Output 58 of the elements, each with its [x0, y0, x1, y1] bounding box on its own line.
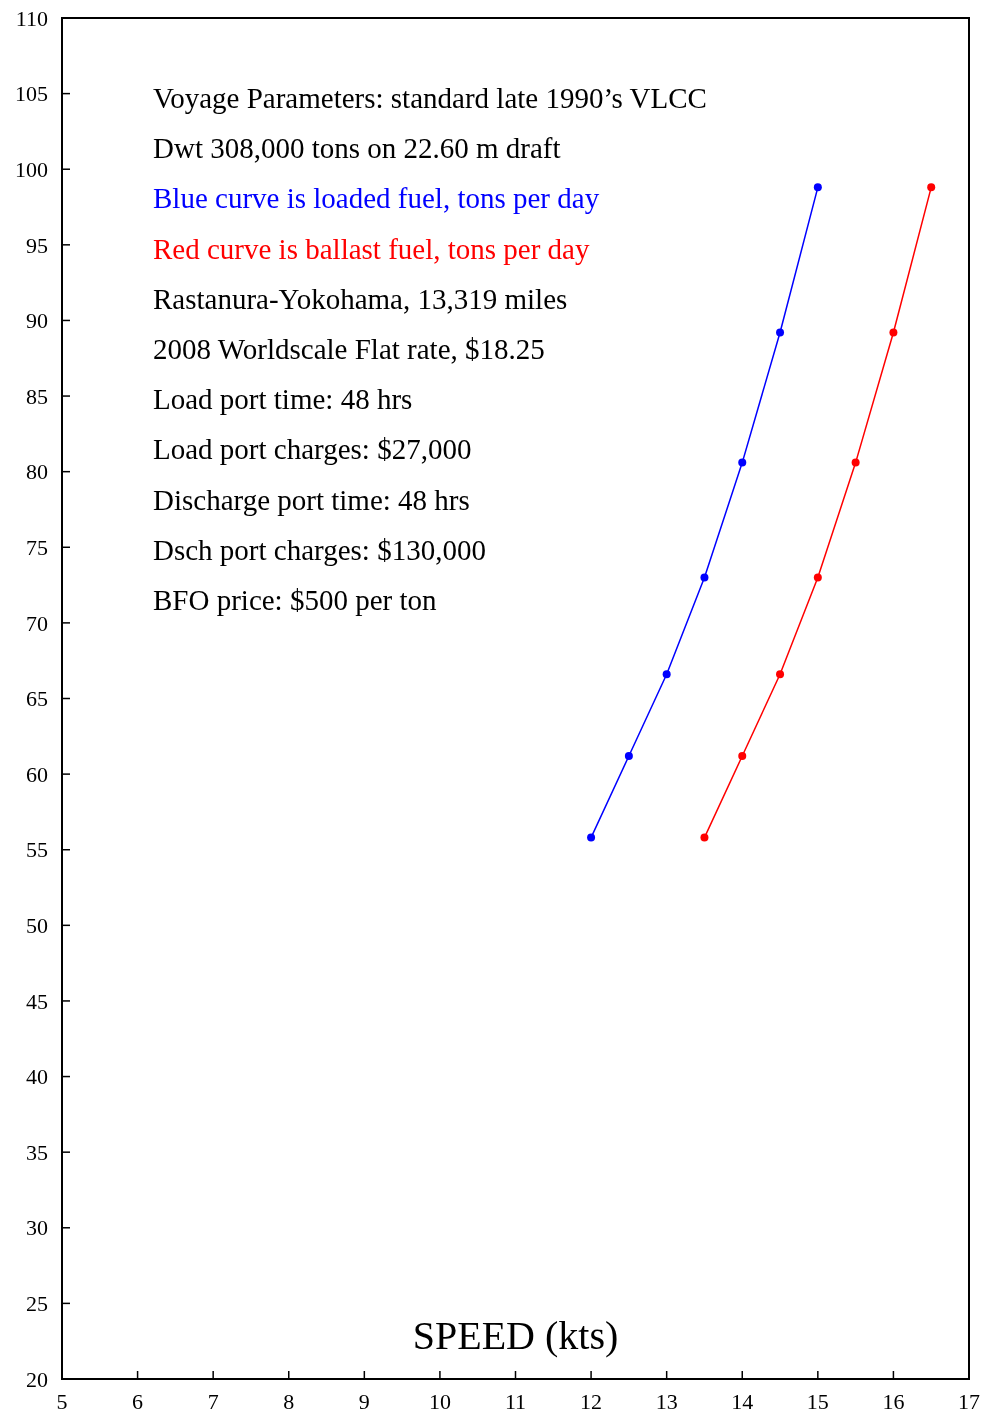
x-tick-label: 5 — [56, 1389, 68, 1414]
x-tick-label: 9 — [358, 1389, 370, 1414]
y-tick-label: 105 — [15, 81, 48, 107]
point — [776, 328, 785, 337]
annotation: BFO price: $500 per ton — [153, 584, 438, 616]
point — [624, 751, 633, 760]
y-tick-label: 110 — [15, 5, 48, 31]
annotation: Rastanura-Yokohama, 13,319 miles — [153, 282, 568, 315]
point — [889, 328, 898, 337]
y-tick-label: 55 — [26, 837, 48, 863]
point — [700, 833, 709, 842]
point — [813, 183, 822, 192]
x-tick-label: 14 — [731, 1389, 754, 1414]
point — [738, 458, 747, 467]
y-tick-label: 35 — [26, 1139, 48, 1165]
x-tick-label: 6 — [132, 1389, 144, 1414]
y-tick-label: 75 — [26, 534, 48, 560]
y-tick-label: 30 — [26, 1215, 48, 1241]
point — [587, 833, 596, 842]
point — [927, 183, 936, 192]
point — [662, 670, 671, 679]
y-tick-label: 70 — [26, 610, 48, 636]
y-tick-label: 95 — [26, 232, 48, 258]
y-tick-label: 90 — [26, 308, 48, 334]
point — [700, 573, 709, 582]
x-tick-label: 8 — [283, 1389, 295, 1414]
y-tick-label: 20 — [26, 1366, 48, 1392]
y-tick-label: 50 — [26, 913, 48, 939]
y-tick-label: 45 — [26, 988, 48, 1014]
annotation: Discharge port time: 48 hrs — [153, 483, 470, 516]
y-tick-label: 85 — [26, 383, 48, 409]
y-tick-label: 60 — [26, 761, 48, 787]
point — [851, 458, 860, 467]
annotation: Dwt 308,000 tons on 22.60 m draft — [153, 132, 561, 165]
x-axis-title: SPEED (kts) — [412, 1313, 619, 1358]
x-tick-label: 12 — [580, 1389, 603, 1414]
annotation: Load port time: 48 hrs — [153, 383, 413, 416]
text: Blue curve is loaded fuel, tons per day — [153, 182, 600, 215]
x-tick-label: 17 — [958, 1389, 980, 1414]
x-tick-label: 7 — [207, 1389, 219, 1414]
annotation: 2008 Worldscale Flat rate, $18.25 — [153, 333, 545, 365]
y-tick-label: 25 — [26, 1291, 48, 1317]
x-tick-label: 16 — [882, 1389, 905, 1414]
annotation: Load port charges: $27,000 — [153, 433, 472, 466]
y-tick-label: 100 — [15, 156, 48, 182]
point — [776, 670, 785, 679]
point — [738, 751, 747, 760]
y-tick-label: 40 — [26, 1064, 48, 1090]
y-tick-label: 80 — [26, 459, 48, 485]
x-tick-label: 11 — [504, 1389, 527, 1414]
text: Red curve is ballast fuel, tons per day — [153, 232, 590, 265]
x-tick-label: 15 — [806, 1389, 829, 1414]
annotation: Dsch port charges: $130,000 — [153, 533, 486, 566]
point — [813, 573, 822, 582]
x-tick-label: 10 — [428, 1389, 451, 1414]
x-tick-label: 13 — [655, 1389, 678, 1414]
annotation: Voyage Parameters: standard late 1990’s VLCC — [153, 82, 707, 114]
y-tick-label: 65 — [26, 686, 48, 712]
